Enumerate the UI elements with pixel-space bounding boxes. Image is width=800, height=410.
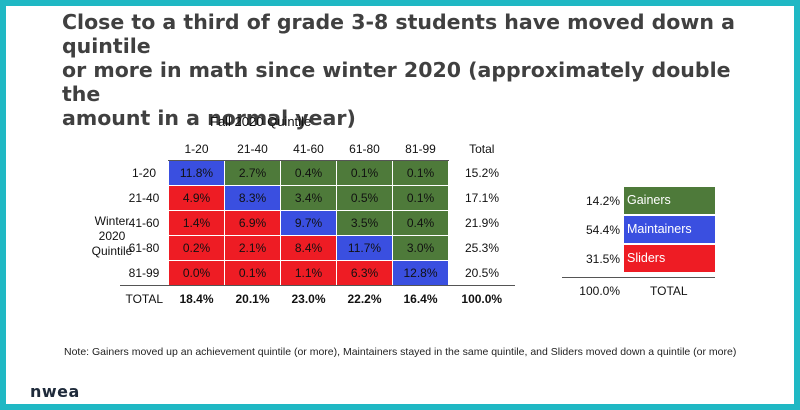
quintile-matrix: 1-20 21-40 41-60 61-80 81-99 Total 1-20 11.8% 2… [120,138,515,312]
totals-row: TOTAL 18.4% 20.1% 23.0% 22.2% 16.4% 100.0% [120,286,515,313]
matrix-row: 21-40 4.9% 8.3% 3.4% 0.5% 0.1% 17.1% [120,185,515,211]
matrix-cell: 4.9% [168,185,225,211]
matrix-cell: 11.8% [168,160,225,186]
summary-total-label: TOTAL [650,284,688,298]
matrix-cell: 0.4% [392,210,449,236]
matrix-cell: 0.1% [224,260,281,286]
column-header: 21-40 [224,138,281,161]
row-label: 1-20 [131,166,157,180]
matrix-cell: 2.7% [224,160,281,186]
column-header-row: 1-20 21-40 41-60 61-80 81-99 Total [120,138,515,161]
column-total: 18.4% [179,292,214,306]
nwea-logo: nwea [30,382,80,401]
column-header: 81-99 [392,138,449,161]
matrix-cell: 1.1% [280,260,337,286]
matrix-body: 1-20 11.8% 2.7% 0.4% 0.1% 0.1% 15.2% 21-40 4.9% 8… [120,160,515,313]
row-total: 21.9% [464,216,500,230]
matrix-row: 1-20 11.8% 2.7% 0.4% 0.1% 0.1% 15.2% [120,160,515,186]
matrix-cell: 0.1% [392,160,449,186]
matrix-cell: 11.7% [336,235,393,261]
column-header: 1-20 [168,138,225,161]
row-group-label: Winter 2020 Quintile [82,214,142,259]
row-group-label-line: 2020 [98,229,126,243]
header-spacer [120,138,169,161]
slide: Close to a third of grade 3-8 students h… [6,6,794,404]
title-line: Close to a third of grade 3-8 students h… [62,10,735,58]
matrix-cell: 0.5% [336,185,393,211]
summary-total-percent: 100.0% [579,284,620,298]
totals-row-label: TOTAL [125,292,164,306]
row-total: 17.1% [464,191,500,205]
matrix-cell: 0.1% [336,160,393,186]
matrix-cell: 1.4% [168,210,225,236]
matrix-cell: 8.3% [224,185,281,211]
summary-row: 54.4% Maintainers [562,216,715,245]
slide-title: Close to a third of grade 3-8 students h… [62,10,762,130]
column-total: 23.0% [291,292,326,306]
column-total: 16.4% [403,292,438,306]
title-line: or more in math since winter 2020 (appro… [62,58,731,106]
footnote: Note: Gainers moved up an achievement qu… [64,346,737,358]
total-header: Total [469,142,495,157]
matrix-cell: 3.0% [392,235,449,261]
summary-swatch-label: Gainers [624,187,715,214]
summary-swatch-label: Maintainers [624,216,715,243]
column-total: 22.2% [347,292,382,306]
summary-swatch-label: Sliders [624,245,715,272]
row-group-label-line: Winter [94,214,130,228]
row-label: 61-80 [128,241,160,255]
matrix-row: 41-60 1.4% 6.9% 9.7% 3.5% 0.4% 21.9% [120,210,515,236]
title-line: amount in a normal year) [62,106,356,130]
matrix-cell: 6.9% [224,210,281,236]
matrix-cell: 12.8% [392,260,449,286]
grand-total: 100.0% [461,292,503,306]
row-total: 20.5% [448,260,515,286]
matrix-cell: 0.2% [168,235,225,261]
row-total: 25.3% [464,241,500,255]
summary-percent: 31.5% [585,252,620,266]
matrix-cell: 3.4% [280,185,337,211]
column-header: 61-80 [336,138,393,161]
column-group-label: Fall 2020 Quintile [210,114,312,129]
matrix-cell: 9.7% [280,210,337,236]
row-label: 81-99 [120,260,169,286]
matrix-cell: 0.1% [392,185,449,211]
row-total: 15.2% [464,166,500,180]
matrix-row: 81-99 0.0% 0.1% 1.1% 6.3% 12.8% 20.5% [120,260,515,286]
matrix-cell: 8.4% [280,235,337,261]
row-label: 21-40 [128,191,160,205]
summary-row: 31.5% Sliders [562,245,715,274]
row-group-label-line: Quintile [91,244,133,258]
summary-percent: 54.4% [585,223,620,237]
column-header: 41-60 [280,138,337,161]
row-label: 41-60 [128,216,160,230]
column-total: 20.1% [235,292,270,306]
summary-legend: 14.2% Gainers 54.4% Maintainers 31.5% Sliders… [562,187,715,302]
matrix-cell: 0.0% [168,260,225,286]
matrix-cell: 0.4% [280,160,337,186]
summary-row: 14.2% Gainers [562,187,715,216]
matrix-row: 61-80 0.2% 2.1% 8.4% 11.7% 3.0% 25.3% [120,235,515,261]
matrix-cell: 2.1% [224,235,281,261]
matrix-cell: 3.5% [336,210,393,236]
matrix-cell: 6.3% [336,260,393,286]
summary-percent: 14.2% [585,194,620,208]
summary-total-row: 100.0% TOTAL [562,277,715,302]
